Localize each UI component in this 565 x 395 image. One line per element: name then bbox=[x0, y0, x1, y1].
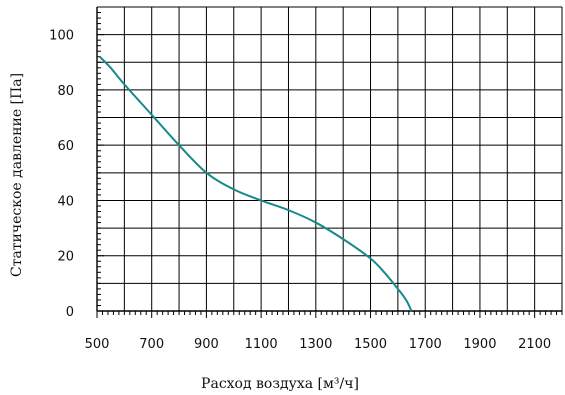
grid bbox=[96, 6, 563, 312]
y-tick-label: 20 bbox=[57, 250, 74, 265]
y-tick-label: 100 bbox=[49, 29, 74, 44]
x-tick-label: 1500 bbox=[354, 337, 387, 352]
x-tick-label: 1700 bbox=[409, 337, 442, 352]
x-tick-label: 1100 bbox=[245, 337, 278, 352]
series-line-0 bbox=[99, 56, 413, 312]
x-axis-title: Расход воздуха [м³/ч] bbox=[201, 376, 359, 392]
tick-labels: 500 700 900 1100 1300 1500 1700 1900 2100 0 20 40 60… bbox=[49, 29, 551, 352]
x-tick-label: 900 bbox=[194, 337, 219, 352]
x-tick-label: 1900 bbox=[463, 337, 496, 352]
y-tick-label: 80 bbox=[57, 84, 74, 99]
y-tick-label: 0 bbox=[66, 305, 74, 320]
x-tick-label: 500 bbox=[85, 337, 110, 352]
series-layer bbox=[99, 56, 413, 312]
axes bbox=[96, 6, 563, 318]
x-tick-label: 700 bbox=[139, 337, 164, 352]
y-tick-label: 40 bbox=[57, 194, 74, 209]
y-axis-title: Статическое давление [Па] bbox=[9, 73, 25, 277]
y-tick-label: 60 bbox=[57, 139, 74, 154]
x-tick-label: 2100 bbox=[518, 337, 551, 352]
x-tick-label: 1300 bbox=[299, 337, 332, 352]
